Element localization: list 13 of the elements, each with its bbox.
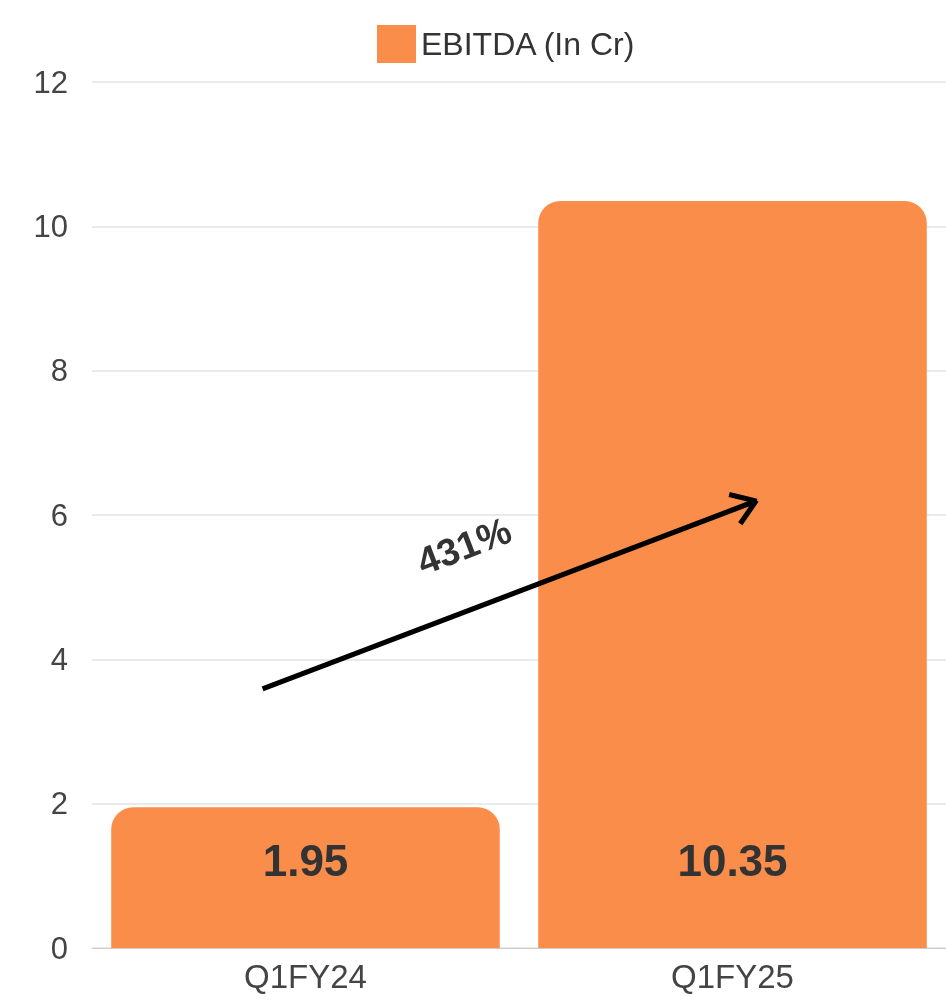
legend-label: EBITDA (In Cr) [421, 26, 635, 62]
y-tick-label: 2 [50, 786, 68, 822]
y-tick-label: 10 [33, 208, 68, 244]
y-tick-label: 0 [50, 930, 68, 966]
annotation: 431% [411, 509, 517, 583]
y-tick-label: 6 [50, 497, 68, 533]
data-label: 10.35 [677, 835, 788, 885]
x-tick-label: Q1FY24 [244, 958, 367, 995]
y-tick-label: 12 [33, 64, 68, 100]
y-tick-label: 4 [50, 641, 68, 677]
x-tick-label: Q1FY25 [671, 958, 794, 995]
data-label: 1.95 [262, 835, 349, 885]
y-tick-label: 8 [50, 353, 68, 389]
